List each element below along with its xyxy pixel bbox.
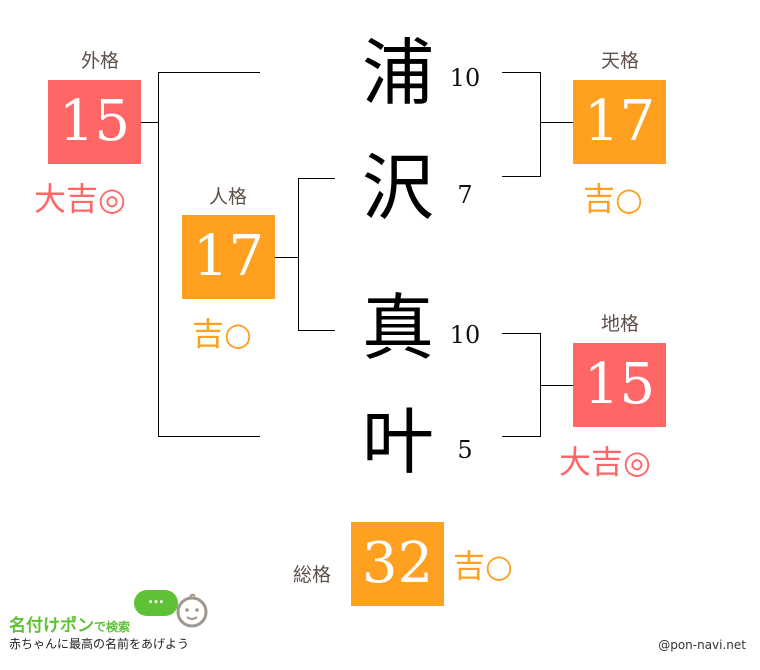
speech-bubble-icon: ...: [134, 590, 178, 616]
chikaku-value: 15: [573, 343, 666, 427]
stroke-count-3: 10: [449, 321, 481, 349]
jinkaku-result: 吉○: [192, 315, 252, 353]
soukaku-value: 32: [351, 522, 444, 606]
name-char-2: 沢: [361, 146, 434, 230]
chikaku-result: 大吉◎: [559, 443, 651, 481]
tenkaku-result: 吉○: [583, 180, 643, 218]
site-credit: @pon-navi.net: [658, 638, 746, 652]
jinkaku-label: 人格: [208, 186, 247, 208]
jinkaku-value: 17: [182, 215, 275, 299]
chikaku-label: 地格: [600, 313, 639, 335]
stroke-count-2: 7: [457, 181, 473, 209]
baby-face-icon: [176, 593, 208, 628]
name-char-3: 真: [361, 286, 434, 370]
logo-title: 名付けポン: [9, 616, 94, 636]
soukaku-label: 総格: [292, 564, 331, 586]
tenkaku-value: 17: [573, 80, 666, 164]
name-char-1: 浦: [361, 31, 434, 115]
stroke-count-1: 10: [449, 64, 481, 92]
tenkaku-label: 天格: [600, 50, 639, 72]
logo-tagline: 赤ちゃんに最高の名前をあげよう: [9, 637, 190, 651]
gaikaku-result: 大吉◎: [34, 180, 126, 218]
logo-suffix: で検索: [94, 620, 131, 634]
gaikaku-label: 外格: [80, 50, 119, 72]
soukaku-result: 吉○: [453, 547, 513, 585]
name-char-4: 叶: [361, 400, 434, 484]
site-logo[interactable]: ... 名付けポンで検索 赤ちゃんに最高の名前をあげよう: [8, 590, 208, 651]
gaikaku-value: 15: [48, 80, 141, 164]
stroke-count-4: 5: [457, 436, 473, 464]
